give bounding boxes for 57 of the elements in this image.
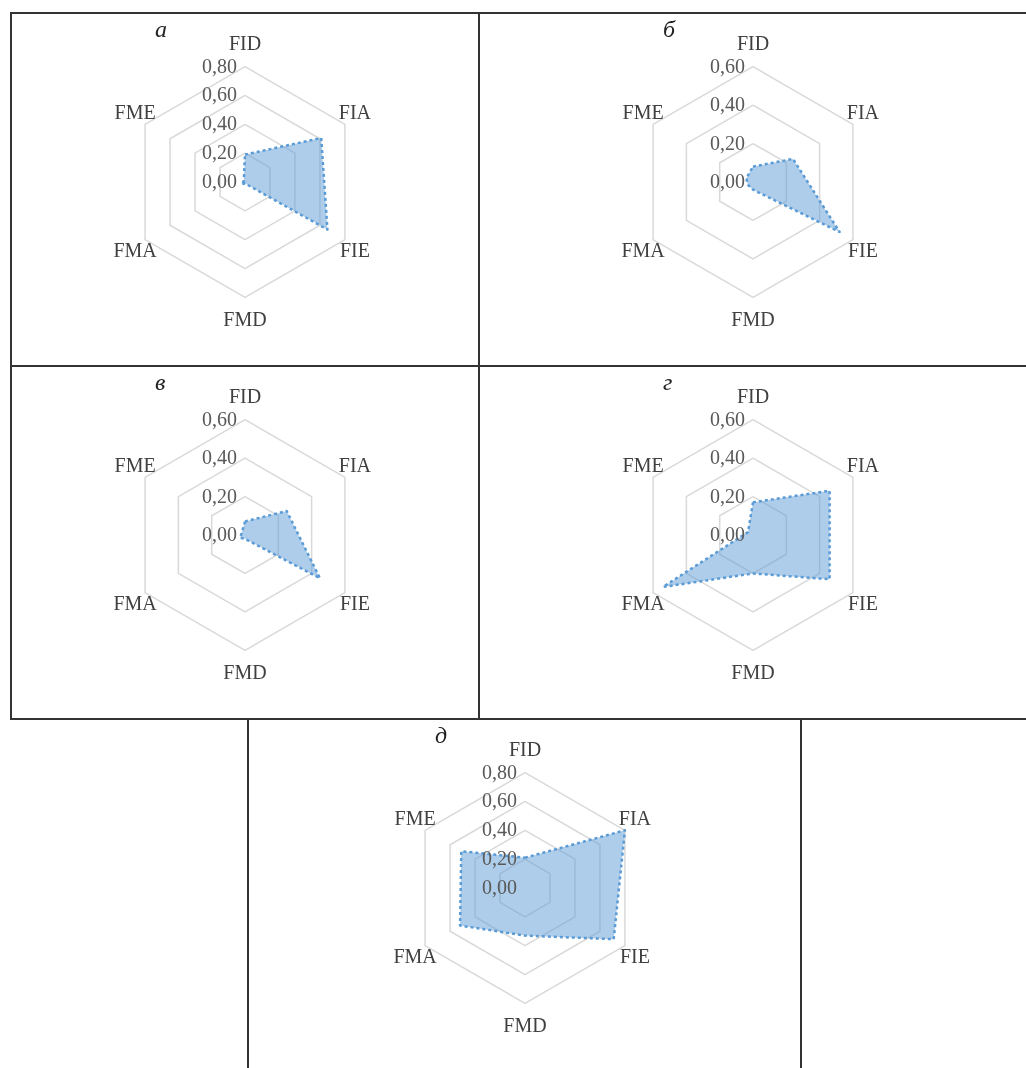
spoke-label: FMD (502, 1014, 547, 1037)
y-tick-label: 0,20 (709, 484, 745, 507)
spoke-label: FME (622, 453, 664, 476)
spoke-label: FIE (847, 592, 878, 615)
y-tick-label: 0,60 (201, 83, 237, 106)
y-tick-label: 0,00 (201, 523, 237, 545)
spoke-label: FID (228, 31, 262, 54)
spoke-label: FIA (846, 100, 880, 123)
spoke-label: FIE (339, 592, 370, 615)
spoke-label: FMA (621, 239, 666, 262)
spoke-label: FME (114, 453, 156, 476)
spoke-label: FID (508, 737, 541, 760)
y-tick-label: 0,80 (201, 54, 237, 77)
y-tick-label: 0,00 (709, 523, 745, 545)
spoke-label: FID (736, 31, 770, 54)
y-tick-label: 0,60 (201, 407, 237, 430)
spoke-label: FMD (223, 308, 267, 331)
spoke-label: FMA (392, 945, 437, 968)
chart-title: в (155, 369, 166, 395)
spoke-label: FMD (223, 661, 267, 684)
chart-title: д (434, 722, 447, 748)
spoke-label: FMA (113, 239, 158, 262)
spoke-label: FIE (619, 945, 650, 968)
y-tick-label: 0,40 (709, 93, 745, 116)
y-tick-label: 0,00 (481, 876, 517, 898)
y-tick-label: 0,00 (201, 170, 237, 192)
chart-title: а (155, 16, 167, 42)
y-tick-label: 0,20 (201, 484, 237, 507)
y-tick-label: 0,60 (709, 54, 745, 77)
spoke-label: FME (114, 100, 156, 123)
chart-title: г (663, 369, 673, 395)
spoke-label: FID (736, 384, 770, 407)
spoke-label: FIE (847, 239, 878, 262)
y-tick-label: 0,20 (481, 847, 517, 870)
y-tick-label: 0,60 (709, 407, 745, 430)
spoke-label: FID (228, 384, 262, 407)
y-tick-label: 0,40 (481, 818, 517, 841)
spoke-label: FMD (731, 661, 775, 684)
y-tick-label: 0,20 (201, 141, 237, 164)
chart-title: б (663, 16, 676, 42)
y-tick-label: 0,40 (201, 112, 237, 135)
spoke-label: FME (394, 806, 436, 829)
spoke-label: FMA (113, 592, 158, 615)
spoke-label: FIE (339, 239, 370, 262)
spoke-label: FMA (621, 592, 666, 615)
spoke-label: FME (622, 100, 664, 123)
spoke-label: FIA (338, 453, 372, 476)
y-tick-label: 0,40 (201, 446, 237, 469)
y-tick-label: 0,80 (481, 760, 517, 783)
y-tick-label: 0,40 (709, 446, 745, 469)
y-tick-label: 0,00 (709, 170, 745, 192)
y-tick-label: 0,60 (481, 789, 517, 812)
spoke-label: FIA (846, 453, 880, 476)
spoke-label: FIA (618, 806, 652, 829)
y-tick-label: 0,20 (709, 131, 745, 154)
spoke-label: FIA (338, 100, 372, 123)
spoke-label: FMD (731, 308, 775, 331)
